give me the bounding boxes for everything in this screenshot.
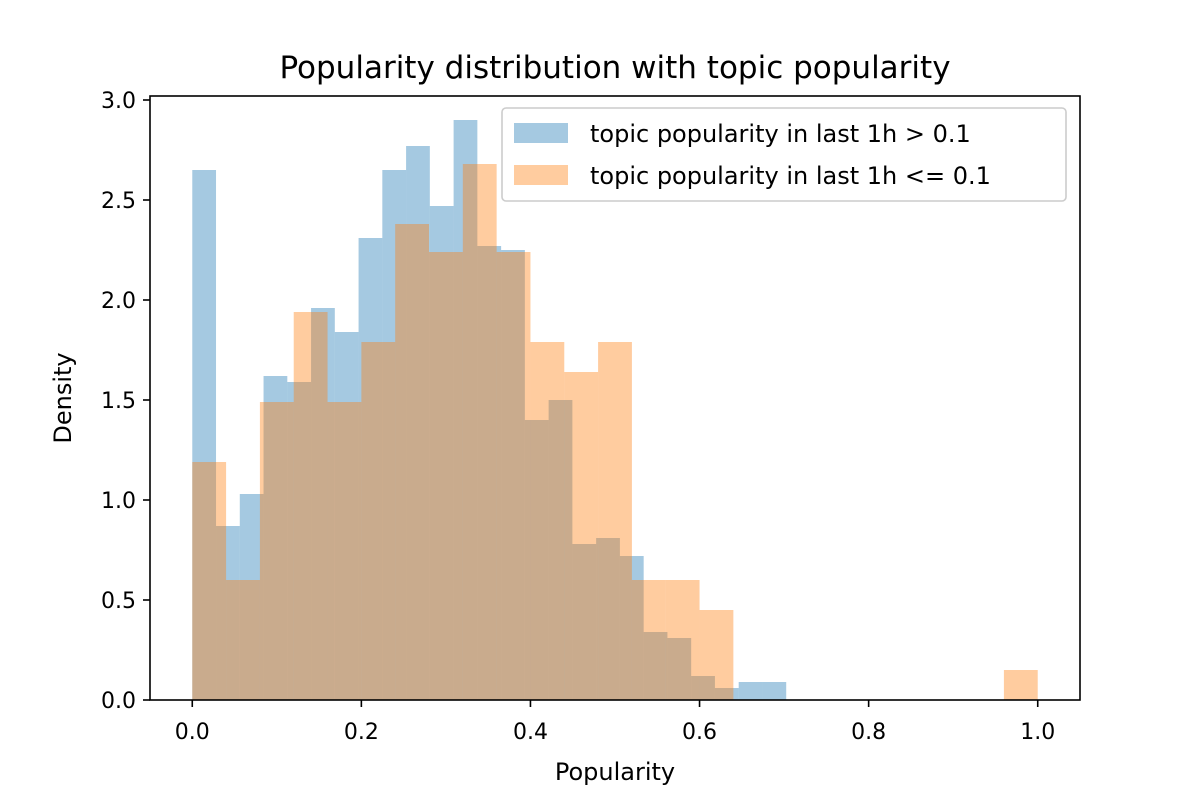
legend-label-1: topic popularity in last 1h > 0.1 (590, 120, 971, 148)
bar-series-1-bin-8 (382, 170, 407, 700)
bar-series-2-bin-24 (1003, 670, 1038, 700)
bar-series-2-bin-2 (259, 402, 294, 700)
bar-series-1-bin-24 (762, 682, 787, 700)
bar-series-2-bin-7 (429, 252, 463, 700)
bar-series-1-bin-1 (216, 526, 240, 700)
x-tick-label: 0.4 (513, 720, 548, 745)
bar-series-1-bin-10 (429, 206, 454, 700)
bar-series-1-bin-4 (287, 382, 312, 700)
y-tick-label: 2.5 (101, 189, 136, 214)
bar-series-1-bin-13 (501, 250, 525, 700)
bar-series-2-bin-12 (598, 342, 632, 700)
legend-swatch-1 (514, 123, 568, 143)
y-tick-label: 0.0 (101, 689, 136, 714)
bar-series-1-bin-11 (453, 120, 478, 700)
x-axis-label: Popularity (555, 758, 675, 786)
bar-series-1-bin-12 (477, 246, 502, 700)
plot-frame (149, 95, 1081, 701)
y-tick-label: 3.0 (101, 89, 136, 114)
legend-frame (501, 107, 1067, 202)
bar-series-1-bin-20 (667, 638, 692, 700)
bar-series-1-bin-5 (311, 308, 335, 700)
bar-series-2-bin-9 (496, 252, 531, 700)
bar-series-2-bin-0 (192, 462, 227, 700)
bar-series-2-bin-4 (327, 402, 362, 700)
bar-series-2-bin-15 (699, 610, 734, 700)
bar-series-2-bin-5 (361, 342, 396, 700)
legend-swatch-2 (514, 165, 568, 185)
bar-series-2-bin-14 (665, 580, 700, 700)
x-tick-label: 0.0 (175, 720, 210, 745)
bar-series-1-bin-6 (334, 332, 359, 700)
bar-series-1-bin-0 (192, 170, 217, 700)
bar-series-2-bin-11 (564, 372, 599, 700)
bar-series-2-bin-13 (631, 580, 666, 700)
y-tick-label: 1.0 (101, 489, 136, 514)
bar-series-2-bin-6 (395, 224, 429, 700)
x-tick-label: 0.6 (682, 720, 717, 745)
bar-series-2-bin-3 (293, 312, 328, 700)
y-axis-ticks: 0.0 0.5 1.0 1.5 2.0 2.5 3.0 (101, 89, 150, 714)
legend: topic popularity in last 1h > 0.1 topic … (501, 107, 1067, 202)
bar-series-1-bin-3 (263, 376, 288, 700)
bar-series-2-bin-10 (530, 342, 565, 700)
x-tick-label: 1.0 (1020, 720, 1055, 745)
bar-series-1-bin-23 (738, 682, 763, 700)
y-tick-label: 0.5 (101, 589, 136, 614)
x-tick-label: 0.8 (851, 720, 886, 745)
chart-title: Popularity distribution with topic popul… (279, 50, 950, 86)
bar-series-1-bin-21 (691, 676, 715, 700)
x-tick-label: 0.2 (344, 720, 379, 745)
bar-series-1-bin-9 (406, 146, 430, 700)
y-tick-label: 1.5 (101, 389, 136, 414)
bar-series-2-bin-1 (226, 580, 260, 700)
bar-series-1-bin-16 (572, 544, 597, 700)
bar-series-1-bin-7 (358, 238, 383, 700)
bar-series-1-bin-18 (619, 556, 644, 700)
bar-series-2-bin-8 (462, 164, 497, 700)
bar-series-1-bin-14 (524, 420, 549, 700)
y-tick-label: 2.0 (101, 289, 136, 314)
bar-series-1-bin-22 (714, 688, 739, 700)
bars-layer (192, 120, 1038, 700)
bar-series-1-bin-15 (548, 400, 573, 700)
x-axis-ticks: 0.0 0.2 0.4 0.6 0.8 1.0 (175, 700, 1055, 745)
y-axis-label: Density (49, 352, 77, 443)
bar-series-1-bin-2 (239, 494, 264, 700)
bar-series-1-bin-19 (643, 632, 668, 700)
bar-series-1-bin-17 (596, 538, 620, 700)
legend-label-2: topic popularity in last 1h <= 0.1 (590, 162, 991, 190)
